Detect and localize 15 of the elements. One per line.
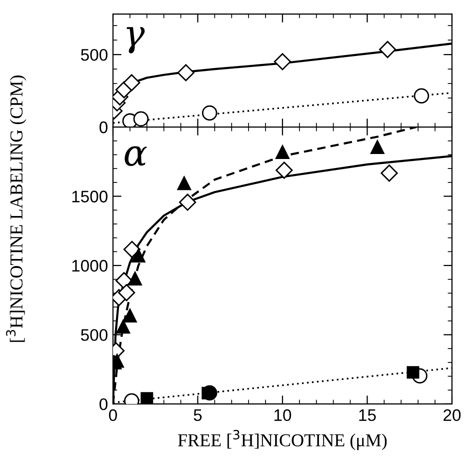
y-tick-label: 1500 (72, 190, 108, 202)
y-axis-title: [$^{3}$H]NICOTINE LABELING (CPM) (6, 76, 26, 342)
x-tick-label: 20 (444, 409, 461, 422)
x-tick-label: 0 (109, 409, 117, 422)
x-axis-title: FREE [$^{3}$H]NICOTINE (μM) (178, 430, 387, 450)
annotation: γ (126, 27, 145, 54)
y-tick-label: 500 (80, 329, 108, 341)
annotation: α (124, 146, 147, 166)
x-tick-label: 5 (194, 409, 202, 422)
y-tick-label: 1000 (72, 260, 108, 272)
y-tick-label: 0 (100, 121, 108, 134)
x-tick-label: 15 (359, 409, 376, 422)
x-tick-label: 10 (274, 409, 292, 422)
y-tick-label: 0 (100, 398, 108, 410)
y-tick-label: 500 (80, 48, 108, 61)
